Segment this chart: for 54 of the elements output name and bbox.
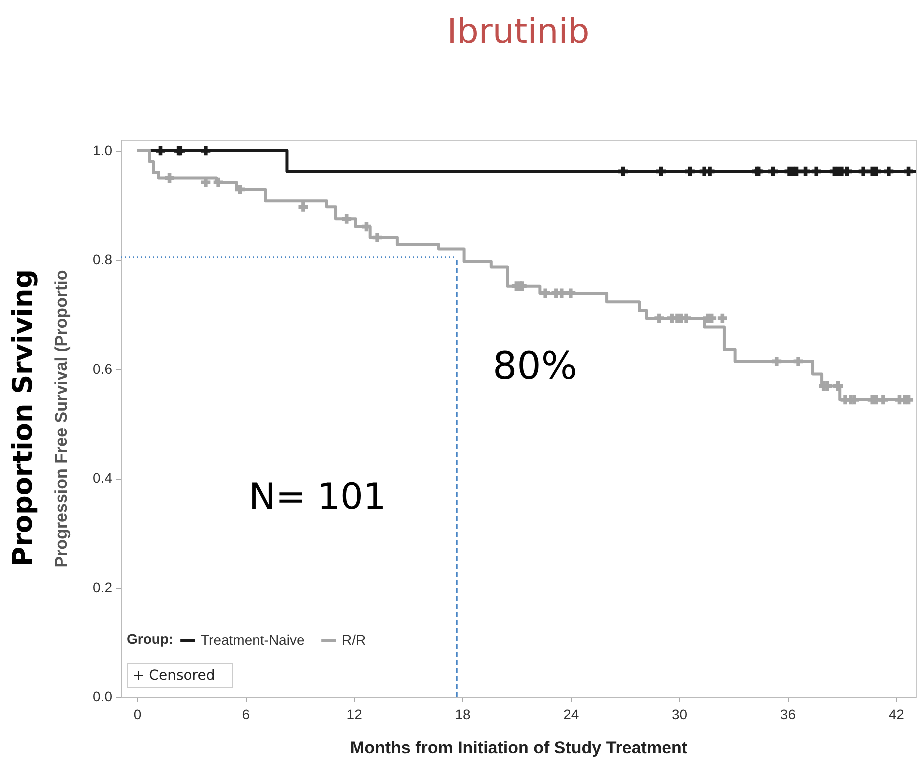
point	[858, 166, 868, 176]
point	[298, 202, 308, 212]
x-tick-label: 6	[242, 706, 250, 722]
y-tick-label: 0.4	[93, 470, 113, 486]
point	[557, 288, 567, 298]
x-tick-label: 30	[672, 706, 688, 722]
point	[201, 146, 211, 156]
point	[878, 395, 888, 405]
point	[566, 288, 576, 298]
legend-label: R/R	[342, 632, 366, 648]
point	[618, 166, 628, 176]
point	[834, 382, 844, 392]
x-tick-label: 42	[888, 706, 905, 722]
x-tick-label: 24	[564, 706, 580, 722]
x-tick-label: 18	[455, 706, 471, 722]
y-tick-label: 0.2	[93, 579, 113, 596]
point	[794, 356, 804, 366]
point	[904, 166, 914, 176]
point	[654, 314, 664, 324]
legend-title: Group:	[127, 631, 174, 647]
point	[656, 166, 666, 176]
x-tick-label: 0	[134, 706, 142, 722]
point	[718, 314, 728, 324]
y-tick-label: 0.8	[93, 252, 113, 268]
x-tick-label: 36	[780, 706, 796, 722]
point	[772, 356, 782, 366]
y-tick-label: 1.0	[93, 142, 113, 158]
x-tick-label: 12	[346, 706, 363, 722]
point	[214, 178, 224, 188]
point	[801, 166, 811, 176]
annotation: N= 101	[249, 477, 386, 518]
point	[362, 222, 372, 232]
legend-label: Treatment-Naive	[201, 632, 305, 648]
point	[682, 314, 692, 324]
annotation: + Censored	[133, 668, 216, 684]
chart-title: Ibrutinib	[447, 12, 590, 52]
y-axis-title: Progression Free Survival (Proportio	[52, 270, 72, 568]
point	[768, 166, 778, 176]
point	[842, 166, 852, 176]
point	[685, 166, 695, 176]
point	[165, 173, 175, 183]
point	[540, 288, 550, 298]
text: Proportion Srviving	[8, 269, 39, 567]
y-tick-label: 0.6	[93, 360, 113, 377]
point	[705, 166, 715, 176]
point	[812, 166, 822, 176]
point	[884, 166, 894, 176]
x-axis-title: Months from Initiation of Study Treatment	[350, 738, 688, 758]
point	[236, 184, 245, 194]
point	[342, 214, 352, 224]
y-tick-label: 0.0	[93, 688, 113, 704]
annotation: 80%	[493, 344, 578, 388]
point	[156, 146, 166, 156]
point	[372, 233, 382, 242]
